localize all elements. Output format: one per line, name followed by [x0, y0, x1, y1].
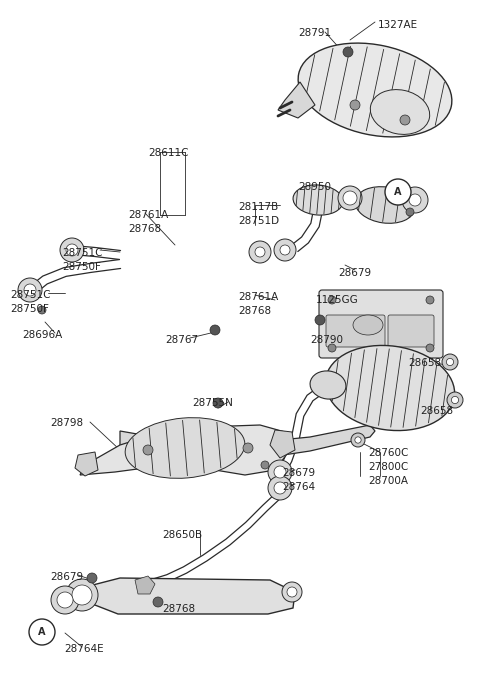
- Ellipse shape: [310, 371, 346, 399]
- Circle shape: [249, 241, 271, 263]
- Circle shape: [213, 398, 223, 408]
- Circle shape: [51, 586, 79, 614]
- Text: 28658: 28658: [408, 358, 441, 368]
- Circle shape: [409, 194, 421, 206]
- Polygon shape: [278, 82, 315, 118]
- Text: 28751C: 28751C: [62, 248, 103, 258]
- Text: 28798: 28798: [50, 418, 83, 428]
- Text: 28950: 28950: [298, 182, 331, 192]
- Circle shape: [38, 306, 46, 314]
- Text: 28768: 28768: [128, 224, 161, 234]
- FancyBboxPatch shape: [319, 290, 443, 358]
- Text: 28761A: 28761A: [128, 210, 168, 220]
- Circle shape: [406, 208, 414, 216]
- Circle shape: [24, 284, 36, 296]
- Polygon shape: [135, 576, 155, 594]
- Text: 28679: 28679: [338, 268, 371, 278]
- Text: 28760C: 28760C: [368, 448, 408, 458]
- Circle shape: [400, 115, 410, 125]
- Text: 28679: 28679: [282, 468, 315, 478]
- Text: A: A: [38, 627, 46, 637]
- Circle shape: [338, 186, 362, 210]
- Circle shape: [29, 619, 55, 645]
- Circle shape: [143, 445, 153, 455]
- Text: 28750F: 28750F: [62, 262, 101, 272]
- Circle shape: [60, 238, 84, 262]
- Circle shape: [343, 47, 353, 57]
- Circle shape: [446, 359, 454, 366]
- FancyBboxPatch shape: [388, 315, 434, 347]
- Circle shape: [274, 482, 286, 494]
- Circle shape: [274, 239, 296, 261]
- Circle shape: [426, 296, 434, 304]
- Ellipse shape: [370, 89, 430, 134]
- Text: 28679: 28679: [50, 572, 83, 582]
- Circle shape: [268, 476, 292, 500]
- Text: 28650B: 28650B: [162, 530, 202, 540]
- Ellipse shape: [355, 187, 415, 223]
- Text: 28768: 28768: [238, 306, 271, 316]
- Circle shape: [315, 315, 325, 325]
- Circle shape: [57, 592, 73, 608]
- Ellipse shape: [125, 418, 245, 478]
- Circle shape: [402, 187, 428, 213]
- Text: 28751D: 28751D: [238, 216, 279, 226]
- Circle shape: [328, 344, 336, 352]
- Circle shape: [351, 433, 365, 447]
- Text: 27800C: 27800C: [368, 462, 408, 472]
- Circle shape: [426, 344, 434, 352]
- Circle shape: [72, 585, 92, 605]
- Circle shape: [243, 443, 253, 453]
- Polygon shape: [75, 452, 98, 476]
- Circle shape: [255, 247, 265, 257]
- Polygon shape: [270, 430, 295, 458]
- Circle shape: [328, 296, 336, 304]
- Text: 28761A: 28761A: [238, 292, 278, 302]
- Ellipse shape: [353, 315, 383, 335]
- Circle shape: [87, 573, 97, 583]
- Text: 28791: 28791: [298, 28, 331, 38]
- Circle shape: [268, 460, 292, 484]
- Text: 1125GG: 1125GG: [316, 295, 359, 305]
- Ellipse shape: [325, 345, 455, 431]
- Circle shape: [66, 244, 78, 256]
- Circle shape: [153, 597, 163, 607]
- Text: 28767: 28767: [165, 335, 198, 345]
- Circle shape: [442, 354, 458, 370]
- Text: 28764E: 28764E: [64, 644, 104, 654]
- Circle shape: [350, 100, 360, 110]
- Text: 28755N: 28755N: [192, 398, 233, 408]
- Circle shape: [66, 579, 98, 611]
- Text: 1327AE: 1327AE: [378, 20, 418, 30]
- Circle shape: [282, 582, 302, 602]
- Text: 28764: 28764: [282, 482, 315, 492]
- Circle shape: [385, 179, 411, 205]
- Text: 28751C: 28751C: [10, 290, 50, 300]
- Circle shape: [287, 587, 297, 597]
- Text: 28790: 28790: [310, 335, 343, 345]
- Circle shape: [261, 461, 269, 469]
- Circle shape: [210, 325, 220, 335]
- Circle shape: [447, 392, 463, 408]
- Text: 28658: 28658: [420, 406, 453, 416]
- Text: 28696A: 28696A: [22, 330, 62, 340]
- Circle shape: [343, 191, 357, 205]
- Circle shape: [18, 278, 42, 302]
- Polygon shape: [80, 425, 290, 475]
- Polygon shape: [82, 578, 295, 614]
- Text: 28750F: 28750F: [10, 304, 49, 314]
- Circle shape: [355, 437, 361, 443]
- Text: A: A: [394, 187, 402, 197]
- Circle shape: [274, 466, 286, 478]
- Text: 28611C: 28611C: [148, 148, 189, 158]
- Text: 28768: 28768: [162, 604, 195, 614]
- FancyBboxPatch shape: [326, 315, 385, 347]
- Text: 28117B: 28117B: [238, 202, 278, 212]
- Polygon shape: [120, 425, 375, 461]
- Text: 28700A: 28700A: [368, 476, 408, 486]
- Ellipse shape: [293, 185, 343, 215]
- Circle shape: [451, 396, 458, 403]
- Circle shape: [280, 245, 290, 255]
- Ellipse shape: [298, 43, 452, 137]
